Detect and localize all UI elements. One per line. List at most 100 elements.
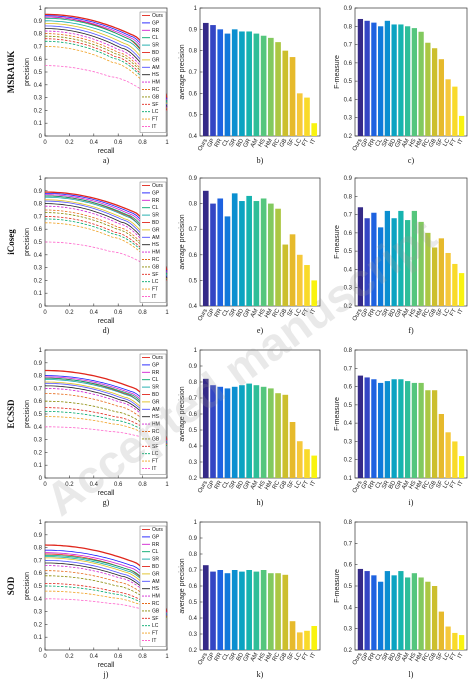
x-tick-label: FT bbox=[301, 480, 310, 490]
pr-curve-sf bbox=[45, 215, 168, 281]
x-tick-label: RC bbox=[422, 307, 432, 318]
y-axis-label: F-measure bbox=[334, 55, 341, 89]
bar-hm bbox=[418, 577, 424, 650]
bar-lc bbox=[445, 79, 451, 136]
y-axis-label: F-measure bbox=[334, 397, 341, 431]
panel-label: e) bbox=[257, 326, 264, 335]
bar-rc bbox=[275, 42, 281, 136]
bar-gp bbox=[210, 203, 216, 306]
legend-label-am: AM bbox=[152, 579, 160, 585]
x-tick-label: BD bbox=[236, 307, 246, 318]
x-tick-label: GP bbox=[207, 308, 217, 319]
chart-panel-d: 0 0.1 0.2 0.3 0.4 0.5 0.6 0.7 0.8 0.9 1 precision 0 0… bbox=[6, 176, 169, 335]
x-tick-label: 0.2 bbox=[65, 310, 74, 316]
x-tick-label: HM bbox=[414, 308, 424, 319]
y-tick-label: 1 bbox=[194, 348, 198, 354]
y-tick-label: 0.7 bbox=[34, 44, 43, 50]
bar-lc bbox=[445, 626, 451, 650]
dataset-label: iCoseg bbox=[6, 229, 16, 255]
x-tick-label: IT bbox=[310, 138, 318, 146]
panel-label: h) bbox=[257, 498, 264, 507]
y-tick-label: 0.7 bbox=[34, 214, 43, 220]
bar-sr bbox=[384, 20, 391, 136]
x-tick-label: RR bbox=[214, 137, 224, 148]
x-tick-label: FT bbox=[449, 138, 458, 148]
bar-rr bbox=[217, 198, 224, 306]
y-tick-label: 0 bbox=[39, 134, 43, 140]
bar-sf bbox=[438, 414, 444, 478]
bar-it bbox=[311, 280, 318, 306]
chart-panel-g: 0 0.1 0.2 0.3 0.4 0.5 0.6 0.7 0.8 0.9 1 precision 0 0… bbox=[6, 348, 169, 507]
legend-box bbox=[139, 525, 167, 647]
x-tick-label: HM bbox=[414, 480, 424, 491]
y-tick-label: 0.4 bbox=[34, 597, 43, 603]
bar-gb bbox=[431, 247, 438, 306]
x-axis-label: recall bbox=[98, 662, 115, 669]
legend-label-gp: GP bbox=[152, 20, 160, 26]
x-tick-label: CL bbox=[375, 651, 384, 661]
y-tick-label: 0.1 bbox=[34, 121, 43, 127]
y-tick-label: 0.5 bbox=[34, 412, 43, 418]
bar-cl bbox=[224, 216, 231, 306]
x-tick-label: IT bbox=[457, 308, 465, 316]
x-tick-label: 0 bbox=[43, 310, 47, 316]
x-tick-label: SF bbox=[436, 480, 445, 490]
legend-label-rc: RC bbox=[152, 601, 160, 607]
bar-am bbox=[405, 381, 411, 478]
x-tick-label: 1 bbox=[165, 654, 169, 660]
x-tick-label: GB bbox=[279, 308, 289, 319]
x-tick-label: HM bbox=[414, 138, 424, 149]
y-axis-label: precision bbox=[24, 228, 31, 256]
x-tick-label: FT bbox=[449, 652, 458, 662]
bar-sf bbox=[289, 234, 296, 306]
y-tick-label: 0.9 bbox=[189, 364, 198, 370]
bar-am bbox=[253, 571, 260, 650]
y-tick-label: 0.7 bbox=[344, 43, 353, 49]
bar-sr bbox=[384, 381, 391, 478]
y-tick-label: 0.2 bbox=[34, 278, 43, 284]
x-tick-label: HM bbox=[414, 652, 424, 663]
x-tick-label: GR bbox=[243, 307, 253, 318]
y-tick-label: 0.4 bbox=[34, 253, 43, 259]
x-tick-label: CL bbox=[222, 137, 231, 147]
x-tick-label: CL bbox=[375, 137, 384, 147]
x-tick-label: 1 bbox=[165, 482, 169, 488]
legend-label-sr: SR bbox=[152, 385, 159, 391]
legend-label-ft: FT bbox=[152, 287, 158, 293]
y-tick-label: 0.4 bbox=[34, 425, 43, 431]
y-axis-label: precision bbox=[24, 572, 31, 600]
x-tick-label: BD bbox=[236, 651, 246, 662]
bar-rc bbox=[275, 573, 281, 650]
legend-label-sr: SR bbox=[152, 43, 159, 49]
y-axis-label: average precision bbox=[179, 214, 186, 269]
legend-label-gb: GB bbox=[152, 608, 160, 614]
y-axis-label: average precision bbox=[179, 44, 186, 99]
panel-label: d) bbox=[103, 326, 110, 335]
y-tick-label: 1 bbox=[39, 520, 43, 526]
x-tick-label: CL bbox=[375, 307, 384, 317]
y-axis-label: average precision bbox=[179, 558, 186, 613]
x-tick-label: IT bbox=[457, 480, 465, 488]
y-tick-label: 0.3 bbox=[189, 632, 198, 638]
x-tick-label: Ours bbox=[197, 652, 209, 666]
x-tick-label: SF bbox=[287, 652, 296, 662]
bar-ft bbox=[452, 86, 458, 136]
x-tick-label: SR bbox=[229, 307, 239, 318]
x-axis-label: recall bbox=[98, 318, 115, 325]
bar-am bbox=[405, 577, 411, 650]
pr-curve-lc bbox=[45, 218, 168, 281]
y-tick-label: 0.5 bbox=[344, 79, 353, 85]
bar-sf bbox=[289, 422, 296, 478]
y-tick-label: 0.6 bbox=[189, 412, 198, 418]
legend-label-it: IT bbox=[152, 466, 156, 472]
y-tick-label: 0.7 bbox=[34, 558, 43, 564]
y-tick-label: 0.4 bbox=[344, 97, 353, 103]
legend-label-it: IT bbox=[152, 638, 156, 644]
x-tick-label: 0.2 bbox=[65, 482, 74, 488]
legend-label-ft: FT bbox=[152, 117, 158, 123]
x-tick-label: AM bbox=[401, 652, 411, 663]
bar-gp bbox=[210, 571, 216, 650]
pr-curve-it bbox=[45, 426, 168, 447]
bar-bd bbox=[239, 385, 245, 478]
y-tick-label: 0.9 bbox=[34, 189, 43, 195]
